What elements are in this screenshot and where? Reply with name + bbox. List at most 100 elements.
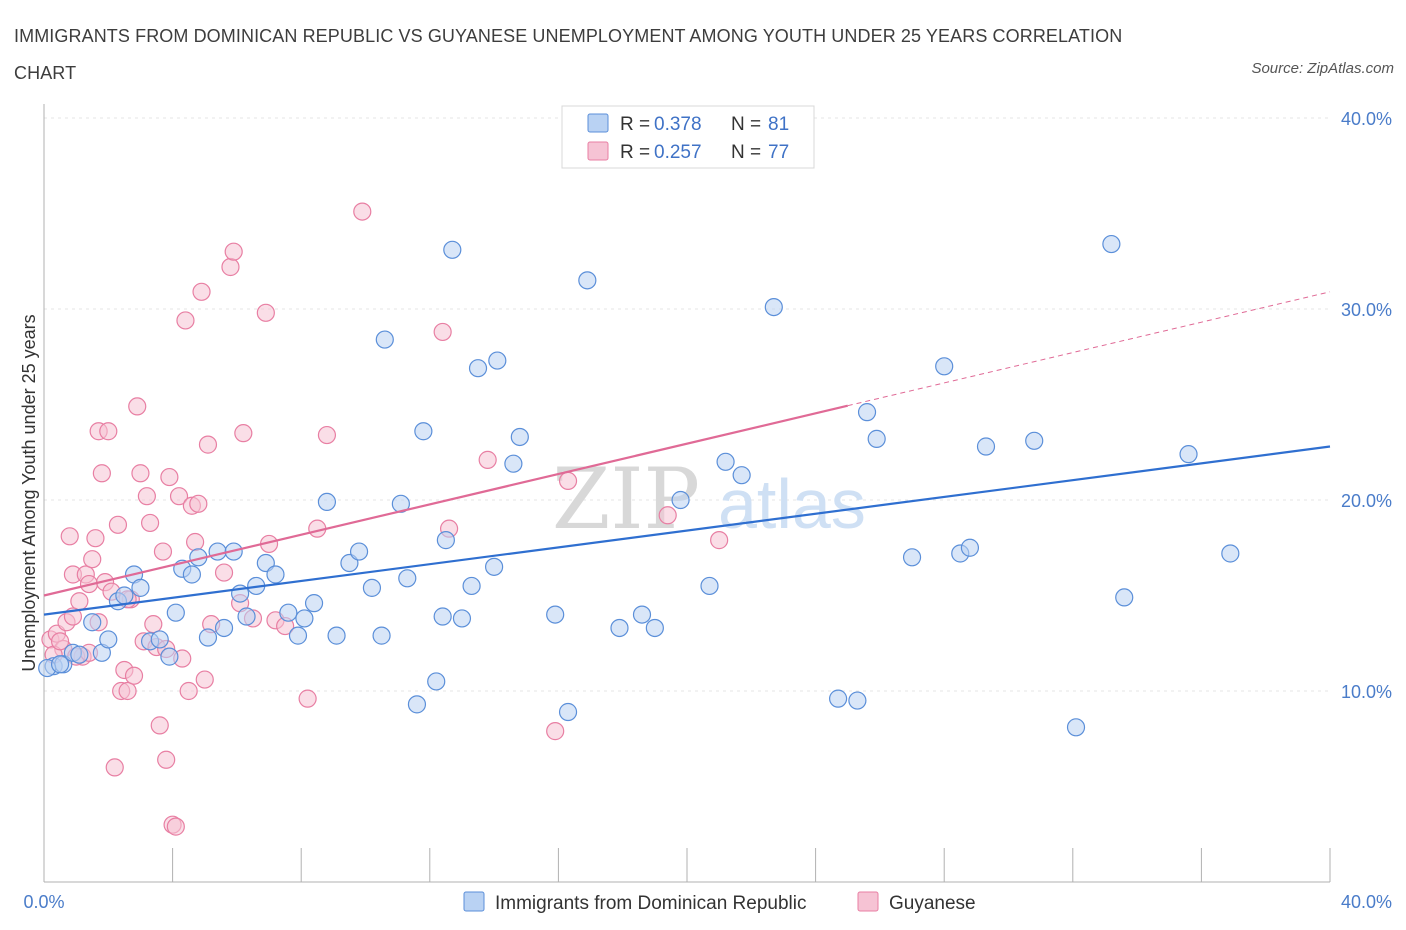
dominican-point: [468, 359, 488, 378]
dominican-point: [829, 689, 848, 708]
y-axis-tick-labels: 10.0% 20.0% 30.0% 40.0%: [1341, 109, 1392, 702]
guyanese-point: [298, 689, 317, 708]
bottom-legend-label-dominican: Immigrants from Dominican Republic: [495, 893, 807, 914]
guyanese-point: [108, 515, 128, 534]
guyanese-point: [317, 425, 337, 445]
guyanese-point: [144, 615, 163, 634]
guyanese-point: [198, 435, 218, 454]
dominican-point: [208, 542, 227, 561]
dominican-point: [266, 565, 285, 584]
guyanese-point: [86, 529, 105, 548]
dominican-point: [160, 647, 179, 666]
dominican-point: [848, 691, 867, 710]
guyanese-point: [124, 666, 144, 685]
dominican-point: [1025, 431, 1044, 450]
guyanese-point: [131, 464, 150, 483]
dominican-point: [610, 618, 629, 638]
dominican-point: [902, 548, 922, 567]
dominican-point: [488, 351, 507, 370]
dominican-point: [857, 403, 877, 422]
guyanese-points: [41, 202, 729, 836]
dominican-point: [1115, 588, 1134, 607]
guyanese-point: [105, 758, 124, 777]
guyanese-point: [710, 531, 729, 550]
guyanese-point: [128, 397, 147, 416]
bottom-legend: Immigrants from Dominican Republic Guyan…: [463, 891, 976, 914]
dominican-point: [115, 586, 134, 605]
bottom-legend-swatch-guyanese: [857, 891, 879, 912]
dominican-point: [1221, 544, 1240, 563]
guyanese-point: [153, 542, 173, 561]
dominican-point: [452, 609, 472, 628]
dominican-point: [414, 422, 433, 441]
dominican-point: [462, 576, 481, 596]
dominican-point: [732, 466, 751, 485]
guyanese-point: [224, 242, 243, 261]
guyanese-point: [50, 632, 70, 651]
guyanese-point: [150, 716, 169, 735]
dominican-point: [372, 626, 391, 645]
dominican-point: [279, 603, 298, 622]
guyanese-point: [546, 722, 565, 741]
guyanese-point: [179, 681, 198, 701]
dominican-point: [214, 618, 234, 638]
guyanese-point: [189, 494, 208, 513]
dominican-point: [1066, 718, 1086, 737]
guyanese-point: [157, 750, 176, 769]
guyanese-point: [214, 563, 234, 582]
dominican-point: [546, 605, 565, 624]
legend-swatch-dominican: [587, 113, 609, 133]
dominican-point: [375, 330, 394, 349]
dominican-point: [327, 626, 346, 645]
dominican-point: [99, 630, 118, 649]
guyanese-point: [140, 513, 160, 533]
guyanese-point: [137, 487, 156, 506]
dominican-point: [166, 603, 185, 622]
dominican-point: [504, 454, 523, 473]
y-tick-label: 40.0%: [1341, 109, 1392, 129]
dominican-point: [362, 578, 382, 597]
legend-r-label-guyanese: R =: [620, 142, 650, 163]
guyanese-point: [353, 202, 372, 221]
dominican-point: [960, 538, 980, 557]
guyanese-point: [118, 681, 137, 701]
dominican-point: [443, 240, 462, 259]
guyanese-point: [478, 450, 497, 469]
dominican-point: [558, 702, 578, 722]
dominican-point: [1179, 445, 1198, 464]
dominican-point: [976, 437, 996, 456]
dominican-point: [182, 565, 201, 584]
dominican-point: [317, 492, 337, 512]
dominican-point: [436, 531, 455, 550]
source-credit: Source: ZipAtlas.com: [1251, 60, 1394, 77]
dominican-point: [632, 605, 652, 624]
guyanese-point: [186, 532, 205, 552]
dominican-point: [295, 609, 314, 628]
dominican-point: [510, 427, 529, 447]
dominican-point: [349, 542, 369, 561]
dominican-point: [304, 594, 324, 613]
y-tick-label: 10.0%: [1341, 682, 1392, 702]
bottom-legend-label-guyanese: Guyanese: [889, 893, 976, 914]
dominican-point: [578, 271, 597, 290]
dominican-point: [671, 490, 690, 510]
dominican-point: [700, 576, 719, 596]
trend-line-dominican: [43, 445, 1331, 616]
guyanese-point: [176, 311, 195, 330]
dominican-point: [407, 695, 427, 714]
guyanese-point: [92, 464, 111, 483]
guyanese-point: [195, 670, 214, 689]
dominican-point: [83, 613, 102, 632]
dominican-point: [433, 607, 452, 626]
guyanese-point: [166, 817, 185, 836]
chart-title: IMMIGRANTS FROM DOMINICAN REPUBLIC VS GU…: [14, 26, 1123, 83]
legend-swatch-guyanese: [587, 141, 609, 161]
guyanese-point: [256, 303, 275, 322]
legend-n-label-guyanese: N =: [731, 142, 761, 163]
dominican-point: [716, 452, 735, 471]
grid-lines: [44, 117, 1330, 692]
legend-r-value-guyanese: 0.257: [654, 142, 702, 163]
dominican-point: [150, 630, 169, 649]
dominican-point: [935, 357, 954, 376]
